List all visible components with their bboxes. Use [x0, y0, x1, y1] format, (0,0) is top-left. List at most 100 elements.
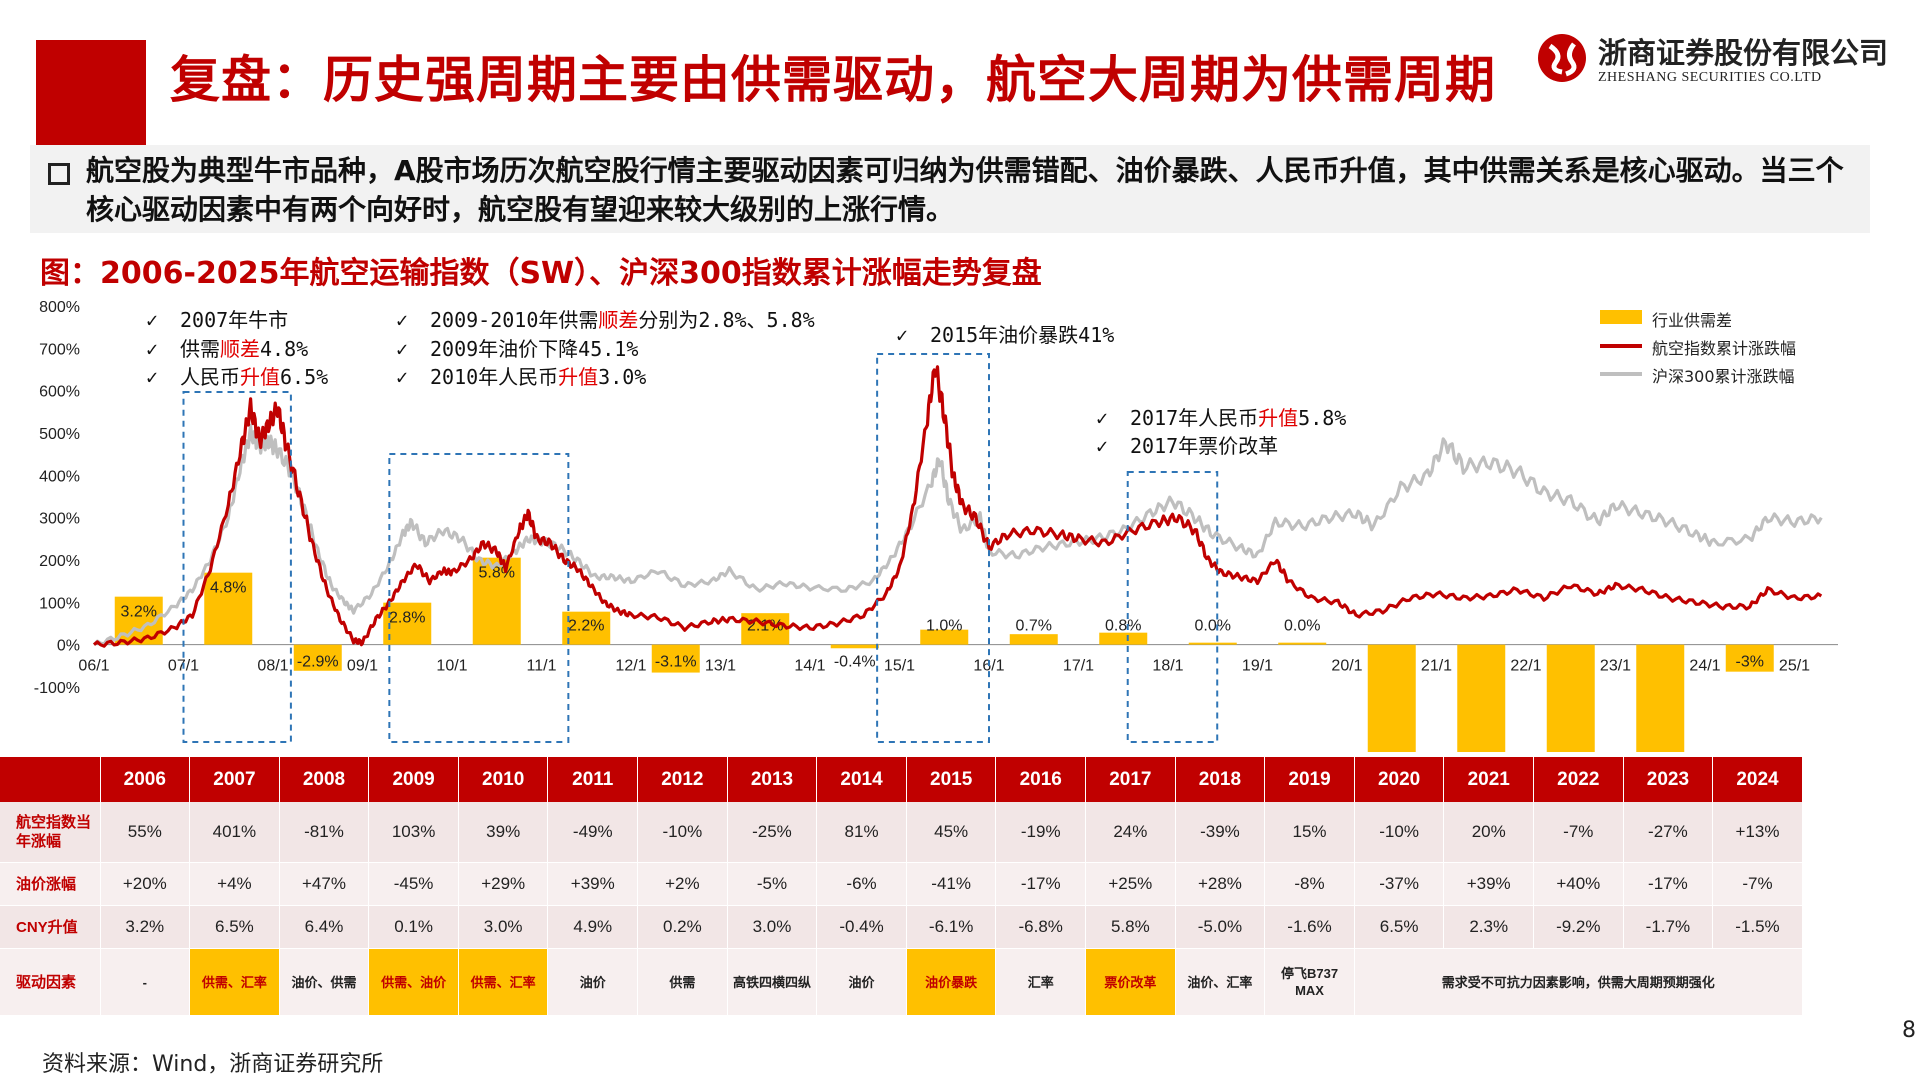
cny-cell: -9.2% — [1533, 905, 1624, 949]
cny-cell: -6.1% — [906, 905, 997, 949]
index-change-cell: -7% — [1533, 802, 1624, 863]
table-row-index-change: 航空指数当年涨幅 55% 401% -81% 103% 39% -49% -10% -25% 8… — [0, 802, 1803, 863]
supply-gap-label: 0.7% — [1016, 618, 1052, 635]
x-tick-label: 16/1 — [973, 658, 1004, 675]
supply-gap-label: -0.4% — [834, 654, 876, 671]
oil-change-cell: +28% — [1175, 862, 1266, 906]
annotation-2007-2: ✓ 供需顺差4.8% — [146, 337, 309, 361]
x-tick-label: 19/1 — [1242, 658, 1273, 675]
index-change-cell: 401% — [189, 802, 280, 863]
supply-gap-bar — [1099, 632, 1148, 645]
supply-gap-label: 4.8% — [210, 580, 246, 597]
supply-gap-bar — [1546, 644, 1595, 752]
cny-cell: 2.3% — [1443, 905, 1534, 949]
annotation-2017-2: ✓ 2017年票价改革 — [1096, 434, 1279, 458]
oil-change-cell: -41% — [906, 862, 997, 906]
driver-cell: 油价暴跌 — [906, 948, 997, 1016]
index-change-cell: -81% — [279, 802, 370, 863]
index-change-cell: 39% — [458, 802, 549, 863]
table-header-year: 2020 — [1354, 757, 1445, 802]
cny-cell: 3.0% — [458, 905, 549, 949]
supply-gap-bar — [741, 613, 790, 645]
table-header-year: 2009 — [368, 757, 459, 802]
driver-cell: 供需、汇率 — [189, 948, 280, 1016]
cny-cell: 0.1% — [368, 905, 459, 949]
supply-gap-label: 5.8% — [479, 565, 515, 582]
bullet-square-icon — [48, 163, 70, 185]
cny-cell: -1.5% — [1712, 905, 1803, 949]
y-tick-label: 300% — [39, 511, 80, 528]
hs300-line — [92, 423, 1823, 646]
oil-change-cell: -17% — [1623, 862, 1714, 906]
index-change-cell: -25% — [727, 802, 818, 863]
legend-bar-swatch — [1600, 310, 1642, 324]
x-tick-label: 12/1 — [615, 658, 646, 675]
driver-cell: 供需 — [637, 948, 728, 1016]
table-header-year: 2006 — [100, 757, 191, 802]
oil-change-cell: -6% — [816, 862, 907, 906]
table-header-year: 2016 — [995, 757, 1087, 802]
supply-gap-bar — [1367, 644, 1416, 752]
table-header-year: 2015 — [906, 757, 997, 802]
cny-cell: -1.6% — [1264, 905, 1355, 949]
index-change-cell: 103% — [368, 802, 459, 863]
zheshang-logo-icon — [1538, 34, 1586, 82]
driver-cell: 供需、油价 — [368, 948, 459, 1016]
supply-gap-label: 1.0% — [926, 618, 962, 635]
supply-gap-label: 2.2% — [568, 618, 604, 635]
table-header-year: 2007 — [189, 757, 280, 802]
x-tick-label: 10/1 — [436, 658, 467, 675]
index-change-cell: 15% — [1264, 802, 1355, 863]
driver-cell: 需求受不可抗力因素影响，供需大周期预期强化 — [1354, 948, 1803, 1016]
oil-change-cell: -45% — [368, 862, 459, 906]
row-label-drivers: 驱动因素 — [0, 948, 101, 1016]
oil-change-cell: +4% — [189, 862, 280, 906]
annotation-2009-2: ✓ 2009年油价下降45.1% — [396, 337, 639, 361]
cny-cell: 3.0% — [727, 905, 818, 949]
summary-box: 航空股为典型牛市品种，A股市场历次航空股行情主要驱动因素可归纳为供需错配、油价暴… — [30, 145, 1870, 233]
table-header-year: 2008 — [279, 757, 370, 802]
supply-gap-bar — [920, 629, 969, 645]
legend-red-line-swatch — [1600, 344, 1642, 348]
supply-gap-bar — [1636, 644, 1685, 752]
logo-english-name: ZHESHANG SECURITIES CO.LTD — [1598, 70, 1822, 85]
x-tick-label: 14/1 — [794, 658, 825, 675]
driver-cell: 供需、汇率 — [458, 948, 549, 1016]
supply-gap-label: -2.9% — [297, 654, 339, 671]
driver-cell: 油价 — [547, 948, 639, 1016]
table-header-year: 2022 — [1533, 757, 1624, 802]
index-change-cell: 20% — [1443, 802, 1534, 863]
highlight-period-box — [182, 391, 292, 743]
source-note: 资料来源：Wind，浙商证券研究所 — [42, 1052, 384, 1077]
x-tick-label: 21/1 — [1421, 658, 1452, 675]
table-header-year: 2014 — [816, 757, 907, 802]
index-change-cell: 55% — [100, 802, 191, 863]
table-header-year: 2021 — [1443, 757, 1534, 802]
oil-change-cell: +20% — [100, 862, 191, 906]
oil-change-cell: +2% — [637, 862, 728, 906]
table-header-year: 2010 — [458, 757, 549, 802]
table-header-year: 2017 — [1085, 757, 1176, 802]
y-tick-label: 600% — [39, 384, 80, 401]
table-header-year: 2023 — [1623, 757, 1714, 802]
cny-cell: 6.5% — [189, 905, 280, 949]
y-tick-label: 500% — [39, 426, 80, 443]
cny-cell: 5.8% — [1085, 905, 1176, 949]
y-tick-label: 800% — [39, 299, 80, 316]
index-change-cell: -27% — [1623, 802, 1714, 863]
table-header-year: 2018 — [1175, 757, 1266, 802]
oil-change-cell: -17% — [995, 862, 1087, 906]
company-logo: 浙商证券股份有限公司 ZHESHANG SECURITIES CO.LTD — [1536, 30, 1888, 90]
index-change-cell: 81% — [816, 802, 907, 863]
supply-gap-bar — [830, 644, 879, 649]
y-tick-label: 0% — [57, 638, 80, 655]
driver-cell: 票价改革 — [1085, 948, 1176, 1016]
oil-change-cell: -5% — [727, 862, 818, 906]
oil-change-cell: -8% — [1264, 862, 1355, 906]
table-row-drivers: 驱动因素 - 供需、汇率 油价、供需 供需、油价 供需、汇率 油价 供需 高铁四横四纵 油价 油价… — [0, 948, 1803, 1016]
annotation-2017-1: ✓ 2017年人民币升值5.8% — [1096, 406, 1347, 430]
x-tick-label: 17/1 — [1063, 658, 1094, 675]
x-tick-label: 20/1 — [1331, 658, 1362, 675]
oil-change-cell: +40% — [1533, 862, 1624, 906]
table-header-row: 2006 2007 2008 2009 2010 2011 2012 2013 2014 2015… — [0, 757, 1803, 802]
